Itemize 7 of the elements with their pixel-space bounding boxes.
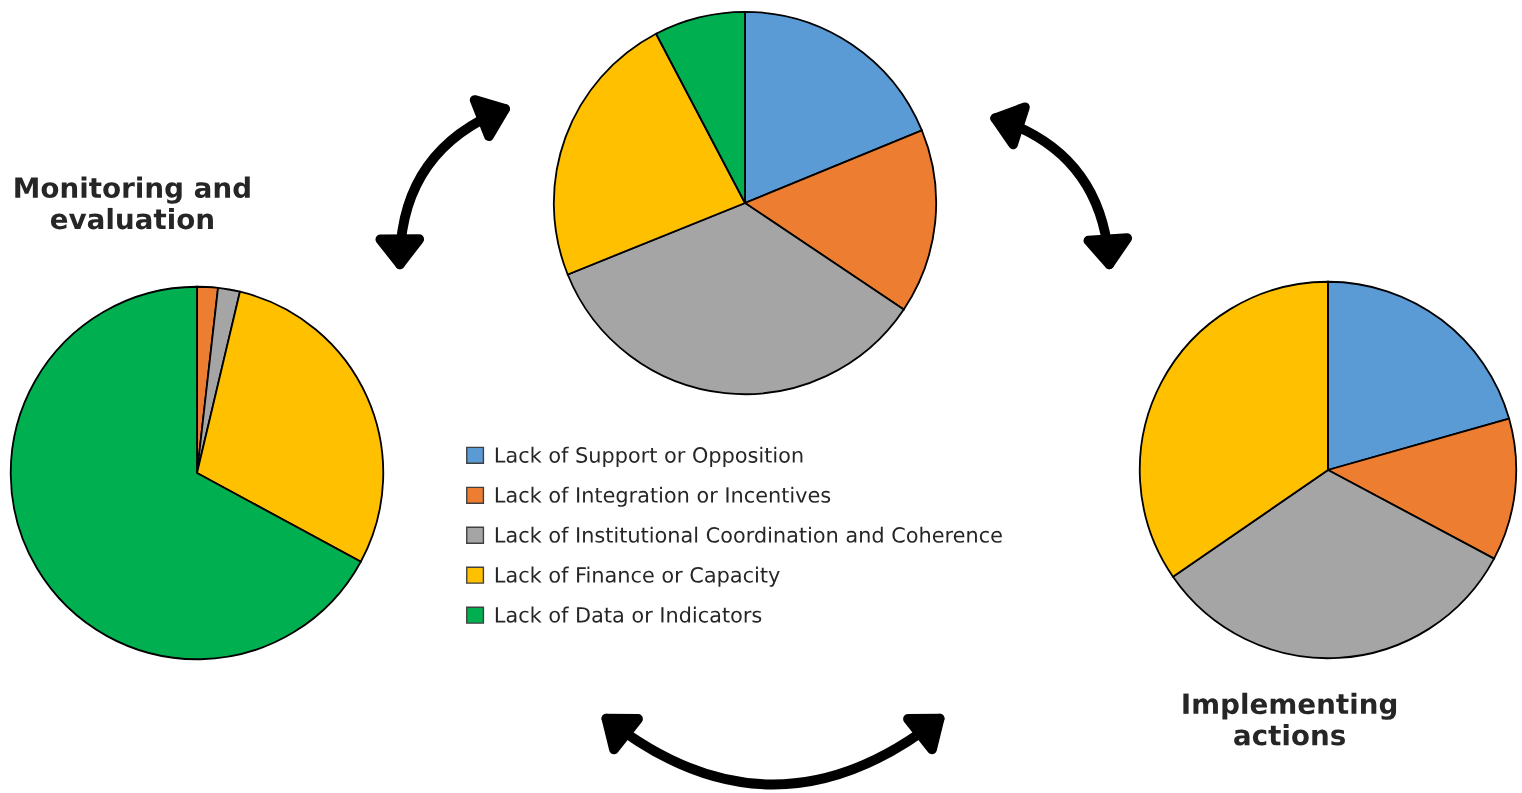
legend-label: Lack of Finance or Capacity bbox=[495, 566, 780, 587]
legend-label: Lack of Data or Indicators bbox=[495, 606, 762, 623]
text: Implementing actions bbox=[1183, 692, 1397, 746]
legend-label: Lack of Institutional Coordination and Coherence bbox=[495, 526, 1002, 543]
legend-label: Lack of Integration or Incentives bbox=[495, 486, 831, 507]
legend-label: Lack of Support or Opposition bbox=[495, 446, 803, 467]
chart-title: Monitoring and evaluation bbox=[15, 176, 250, 230]
